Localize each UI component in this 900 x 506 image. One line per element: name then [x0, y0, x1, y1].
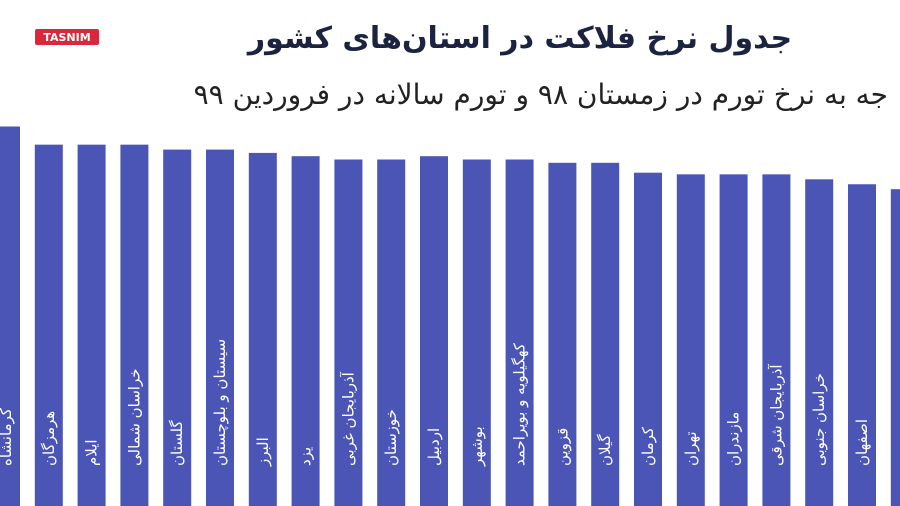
category-label: کهگیلویه و بویراحمد — [511, 342, 529, 466]
category-label: آذربایجان شرقی — [767, 364, 785, 466]
category-label: خراسان شمالی — [125, 368, 143, 466]
bar — [634, 172, 662, 506]
bar — [248, 152, 277, 506]
bar — [377, 159, 406, 506]
bar — [848, 184, 876, 506]
bar — [77, 144, 106, 506]
bar — [676, 174, 705, 506]
bar — [548, 162, 577, 506]
bar — [120, 144, 149, 506]
bar — [719, 174, 748, 506]
category-label: هرمزگان — [40, 411, 58, 466]
bar — [762, 174, 791, 506]
category-label: البرز — [254, 437, 272, 467]
category-label: گیلان — [596, 434, 614, 466]
logo: TASNIM — [43, 31, 90, 44]
category-label: قزوین — [553, 428, 571, 466]
bar — [462, 159, 491, 506]
category-label: خراسان جنوبی — [810, 373, 828, 466]
bar — [206, 149, 234, 506]
category-label: کرمانشاه — [0, 407, 15, 466]
bar — [0, 126, 20, 506]
bar — [334, 159, 363, 506]
category-label: گلستان — [168, 420, 186, 466]
category-label: مازندران — [725, 412, 743, 466]
chart-title: جدول نرخ فلاکت در استان‌های کشور — [246, 21, 792, 56]
bar — [890, 189, 900, 506]
bar — [420, 156, 448, 506]
category-label: ایلام — [83, 439, 101, 466]
category-label: یزد — [297, 447, 315, 466]
bar — [591, 162, 620, 506]
category-label: اصفهان — [853, 419, 871, 466]
bar — [163, 149, 192, 506]
bar — [505, 159, 534, 506]
category-label: خوزستان — [382, 409, 400, 466]
category-label: آذربایجان غربی — [339, 371, 357, 466]
category-label: سیستان و بلوچستان — [211, 339, 229, 466]
bar — [291, 156, 320, 506]
chart-subtitle: جه به نرخ تورم در زمستان ۹۸ و تورم سالان… — [194, 78, 888, 111]
category-label: اردبیل — [425, 428, 443, 466]
logo-badge — [35, 29, 99, 45]
category-label: تهران — [682, 431, 700, 466]
category-label: بوشهر — [468, 426, 486, 467]
bar — [805, 179, 834, 506]
bar — [34, 144, 63, 506]
category-label: کرمان — [639, 426, 657, 466]
